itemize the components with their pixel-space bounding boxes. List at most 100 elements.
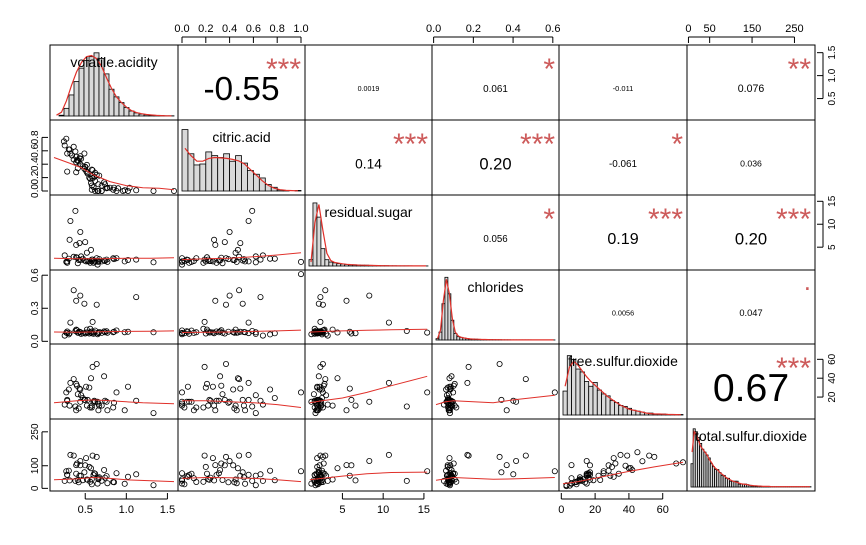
- scatter-point: [347, 386, 352, 391]
- scatter-point: [243, 408, 248, 413]
- scatter-group-r4c2: [309, 361, 430, 415]
- scatter-point: [151, 411, 156, 416]
- scatter-point: [353, 403, 358, 408]
- scatter-point: [218, 374, 223, 379]
- scatter-point: [227, 229, 232, 234]
- scatter-point: [652, 454, 657, 459]
- scatter-point: [497, 361, 502, 366]
- scatter-point: [88, 376, 93, 381]
- scatter-point: [298, 272, 303, 277]
- hist-bar-3-7: [457, 337, 460, 340]
- significance-stars-r1c2: ***: [393, 128, 428, 161]
- scatter-point: [223, 454, 228, 459]
- hist-bar-1-6: [218, 158, 224, 192]
- hist-bar-1-11: [247, 171, 253, 191]
- hist-bar-0-1: [59, 115, 64, 116]
- scatter-point: [240, 301, 245, 306]
- scatter-point: [213, 242, 218, 247]
- panel-border-r1c4: [559, 120, 687, 195]
- scatter-point: [465, 380, 470, 385]
- scatter-point: [213, 298, 218, 303]
- significance-stars-r4c5: ***: [776, 352, 811, 385]
- scatter-point: [237, 254, 242, 259]
- scatter-point: [298, 469, 303, 474]
- hist-bar-4-0: [563, 391, 567, 415]
- scatter-point: [514, 458, 519, 463]
- scatter-point: [231, 463, 236, 468]
- scatter-point: [90, 319, 95, 324]
- hist-bar-3-0: [436, 339, 439, 340]
- hist-bar-4-3: [576, 369, 580, 415]
- scatter-point: [201, 479, 206, 484]
- scatter-point: [240, 397, 245, 402]
- scatter-point: [523, 377, 528, 382]
- scatter-point: [237, 453, 242, 458]
- panel-border-r5c0: [50, 419, 178, 491]
- scatter-point: [212, 237, 217, 242]
- top-axis-tick-label: 0.0: [174, 23, 189, 35]
- bottom-axis-tick-label: 10: [377, 504, 389, 516]
- correlation-value-r1c3: 0.20: [479, 154, 511, 173]
- variable-label-1: citric.acid: [212, 129, 270, 145]
- scatter-point: [311, 392, 316, 397]
- scatter-point: [258, 295, 263, 300]
- hist-bar-4-5: [584, 382, 588, 416]
- scatter-point: [227, 293, 232, 298]
- panel-border-r0c4: [559, 45, 687, 120]
- left-axis-tick-label: 0.6: [30, 268, 41, 282]
- left-axis-tick-label: 100: [30, 457, 41, 474]
- scatter-point: [185, 384, 190, 389]
- hist-bar-4-9: [602, 394, 606, 415]
- scatter-point: [134, 472, 139, 477]
- scatter-point: [125, 474, 130, 479]
- scatter-point: [272, 395, 277, 400]
- scatter-point: [213, 463, 218, 468]
- scatter-point: [105, 481, 110, 486]
- scatter-point: [298, 390, 303, 395]
- scatter-point: [253, 393, 258, 398]
- scatter-point: [238, 241, 243, 246]
- scatter-point: [268, 387, 273, 392]
- scatter-point: [212, 403, 217, 408]
- scatter-point: [122, 259, 127, 264]
- hist-bar-4-12: [614, 403, 618, 415]
- scatter-point: [111, 405, 116, 410]
- left-axis-tick-label: 0.2: [30, 170, 41, 184]
- scatter-point: [640, 459, 645, 464]
- top-axis-tick-label: 0.2: [198, 23, 213, 35]
- scatter-group-r2c1: [179, 208, 303, 267]
- top-axis-tick-label: 0.4: [505, 23, 520, 35]
- left-axis-tick-label: 250: [30, 423, 41, 440]
- scatter-point: [151, 483, 156, 488]
- scatter-point: [260, 333, 265, 338]
- scatter-point: [253, 411, 258, 416]
- scatter-point: [258, 472, 263, 477]
- correlation-value-r0c4: -0.011: [613, 84, 634, 93]
- panel-border-r1c5: [687, 120, 815, 195]
- scatter-point: [67, 237, 72, 242]
- hist-bar-0-3: [69, 95, 74, 116]
- scatter-point: [96, 182, 101, 187]
- scatter-point: [625, 453, 630, 458]
- panel-border-r4c0: [50, 344, 178, 419]
- scatter-point: [246, 320, 251, 325]
- scatter-point: [203, 464, 208, 469]
- scatter-point: [552, 469, 557, 474]
- bottom-axis-tick-label: 1.5: [160, 504, 175, 516]
- scatter-point: [367, 458, 372, 463]
- scatter-point: [67, 478, 72, 483]
- scatter-point: [584, 458, 589, 463]
- variable-label-5: total.sulfur.dioxide: [695, 428, 807, 444]
- correlation-value-r0c2: 0.0019: [358, 85, 380, 93]
- scatter-point: [618, 452, 623, 457]
- scatter-point: [325, 402, 330, 407]
- scatter-point: [466, 364, 471, 369]
- scatter-point: [260, 402, 265, 407]
- scatter-point: [84, 456, 89, 461]
- significance-stars-r0c1: ***: [266, 53, 301, 86]
- scatter-group-r5c0: [62, 452, 156, 488]
- scatter-point: [122, 330, 127, 335]
- scatter-point: [425, 390, 430, 395]
- scatter-point: [425, 330, 430, 335]
